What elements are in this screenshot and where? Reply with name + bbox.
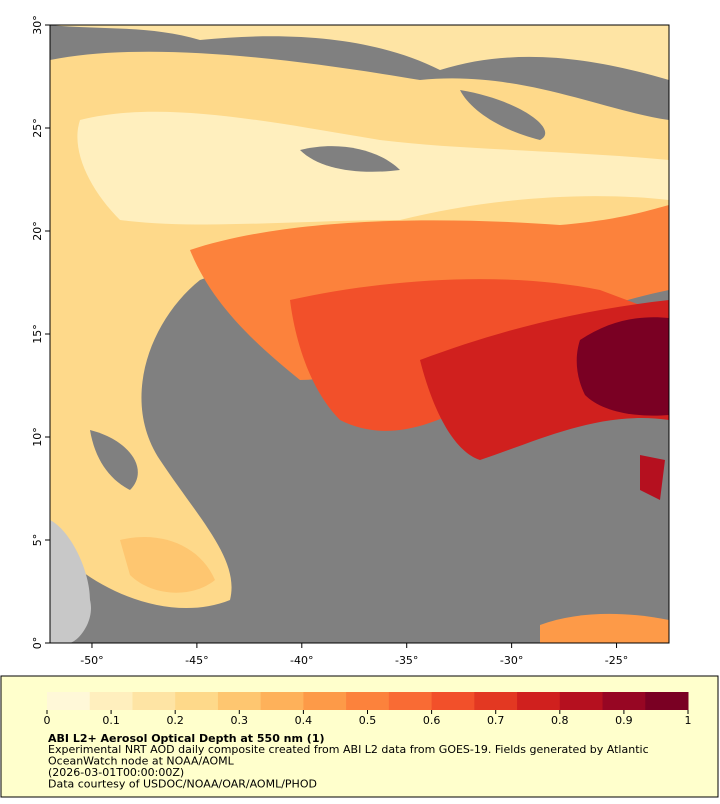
colorbar-tick-label: 0.8 bbox=[551, 714, 569, 727]
colorbar-segment bbox=[175, 692, 219, 710]
colorbar-tick-label: 0.6 bbox=[423, 714, 441, 727]
colorbar-segment bbox=[132, 692, 176, 710]
legend-line: (2026-03-01T00:00:00Z) bbox=[48, 766, 184, 779]
colorbar-tick-label: 0.4 bbox=[295, 714, 313, 727]
legend-line: Experimental NRT AOD daily composite cre… bbox=[48, 743, 649, 756]
colorbar-segment bbox=[431, 692, 475, 710]
colorbar-tick-label: 0 bbox=[44, 714, 51, 727]
colorbar-tick-label: 0.1 bbox=[102, 714, 120, 727]
colorbar-segment bbox=[517, 692, 561, 710]
y-tick-label: 25° bbox=[31, 118, 44, 138]
legend-line: Data courtesy of USDOC/NOAA/OAR/AOML/PHO… bbox=[48, 778, 317, 791]
legend-title: ABI L2+ Aerosol Optical Depth at 550 nm … bbox=[48, 732, 325, 745]
y-tick-label: 5° bbox=[31, 534, 44, 547]
colorbar-segment bbox=[645, 692, 689, 710]
colorbar-segment bbox=[602, 692, 646, 710]
colorbar-tick-label: 0.9 bbox=[615, 714, 633, 727]
x-tick-label: -30° bbox=[500, 654, 523, 667]
colorbar-segment bbox=[47, 692, 91, 710]
colorbar-segment bbox=[260, 692, 304, 710]
x-tick-label: -35° bbox=[395, 654, 418, 667]
colorbar-segment bbox=[217, 692, 262, 710]
y-tick-label: 20° bbox=[31, 221, 44, 241]
y-tick-label: 30° bbox=[31, 15, 44, 35]
x-tick-label: -50° bbox=[80, 654, 103, 667]
aod-field bbox=[50, 25, 670, 643]
colorbar-tick-label: 0.3 bbox=[231, 714, 249, 727]
colorbar-segment bbox=[303, 692, 347, 710]
x-tick-label: -25° bbox=[605, 654, 628, 667]
colorbar-tick-label: 1 bbox=[685, 714, 692, 727]
colorbar-segment bbox=[89, 692, 133, 710]
colorbar-segment bbox=[474, 692, 518, 710]
colorbar-tick-label: 0.7 bbox=[487, 714, 505, 727]
legend-line: OceanWatch node at NOAA/AOML bbox=[48, 755, 235, 768]
y-tick-label: 10° bbox=[31, 427, 44, 447]
colorbar-segment bbox=[388, 692, 433, 710]
x-tick-label: -45° bbox=[185, 654, 208, 667]
x-tick-label: -40° bbox=[290, 654, 313, 667]
colorbar-tick-label: 0.2 bbox=[166, 714, 184, 727]
colorbar-segment bbox=[559, 692, 604, 710]
colorbar-segment bbox=[346, 692, 390, 710]
colorbar-tick-label: 0.5 bbox=[359, 714, 377, 727]
y-tick-label: 0° bbox=[31, 637, 44, 650]
y-tick-label: 15° bbox=[31, 324, 44, 344]
